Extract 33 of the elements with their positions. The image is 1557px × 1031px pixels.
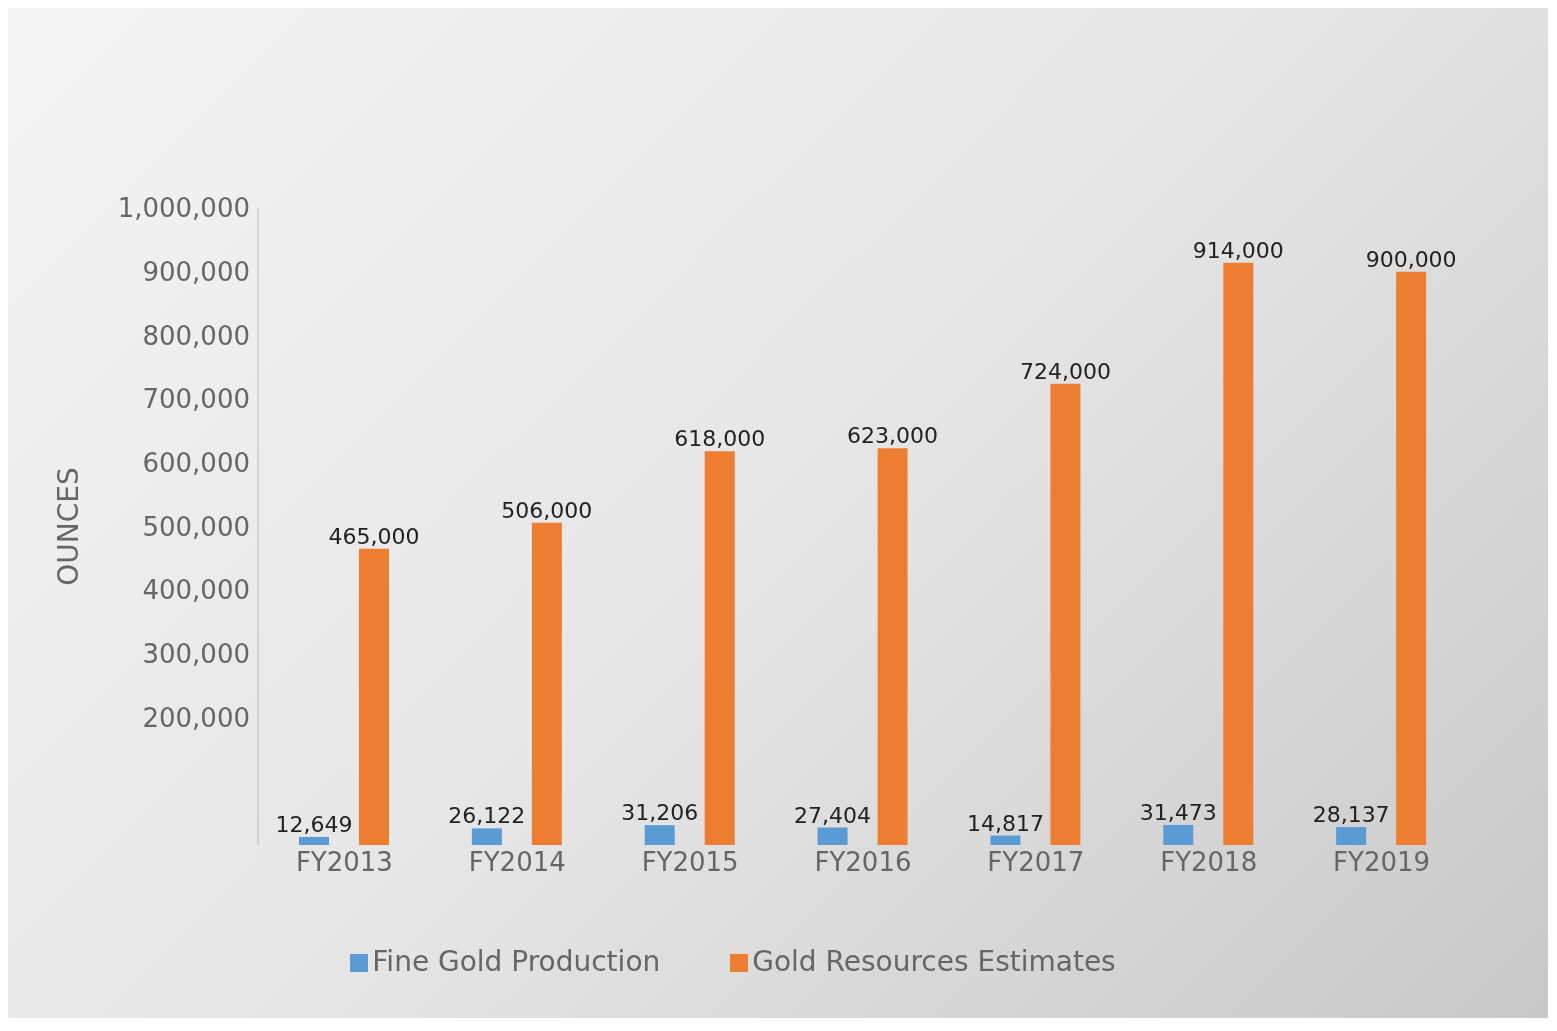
x-tick-label: FY2019: [1333, 847, 1431, 878]
legend-label: Gold Resources Estimates: [752, 945, 1116, 978]
data-label: 14,817: [966, 810, 1044, 836]
y-tick-label: 400,000: [142, 575, 250, 606]
data-label: 506,000: [501, 497, 593, 523]
y-tick-label: 200,000: [142, 702, 250, 733]
data-label: 28,137: [1312, 802, 1390, 828]
data-label: 623,000: [847, 423, 939, 449]
data-label: 31,473: [1139, 799, 1217, 825]
data-label: 26,122: [448, 803, 526, 829]
y-tick-label: 500,000: [142, 511, 250, 542]
data-label: 465,000: [328, 523, 420, 549]
x-tick-label: FY2013: [295, 847, 393, 878]
data-label: 12,649: [275, 811, 353, 837]
x-tick-label: FY2014: [468, 847, 566, 878]
x-tick-label: FY2016: [814, 847, 912, 878]
legend-label: Fine Gold Production: [372, 945, 661, 978]
x-tick-label: FY2015: [641, 847, 739, 878]
y-tick-label: 300,000: [142, 639, 250, 670]
data-label: 27,404: [794, 802, 872, 828]
y-tick-label: 800,000: [142, 320, 250, 351]
y-tick-label: 700,000: [142, 384, 250, 415]
y-tick-label: 900,000: [142, 256, 250, 287]
data-label: 31,206: [621, 800, 699, 826]
data-label: 618,000: [674, 426, 766, 452]
y-tick-label: 1,000,000: [117, 193, 250, 224]
y-axis-title: OUNCES: [51, 467, 85, 586]
y-tick-label: 600,000: [142, 448, 250, 479]
data-label: 900,000: [1365, 246, 1457, 272]
x-tick-label: FY2018: [1160, 847, 1258, 878]
x-tick-label: FY2017: [987, 847, 1085, 878]
data-label: 724,000: [1019, 358, 1111, 384]
data-label: 914,000: [1192, 237, 1284, 263]
